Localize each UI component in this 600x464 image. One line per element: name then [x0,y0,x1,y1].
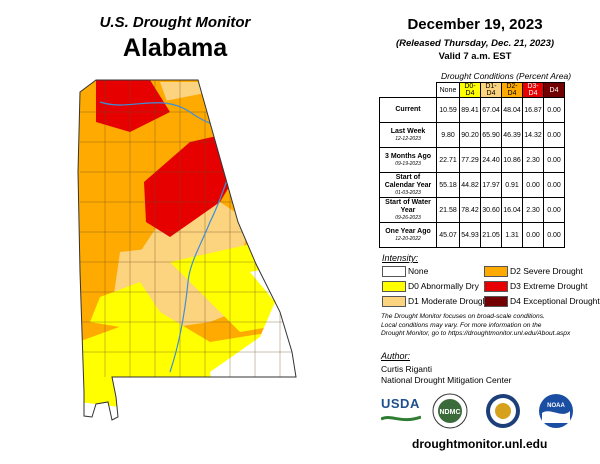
table-row: Start of Water Year 09-26-2023 21.58 78.4… [379,197,565,223]
cell: 1.31 [501,222,523,248]
map-title: U.S. Drought Monitor [99,14,251,31]
cell: 44.82 [459,172,481,198]
legend-label: D4 Exceptional Drought [510,296,600,306]
river [99,101,241,373]
cell: 9.80 [436,122,460,148]
ndmc-logo: NDMC [432,393,468,429]
cell: 0.00 [543,97,565,123]
cell: 22.71 [436,147,460,173]
cell: 54.93 [459,222,481,248]
d3-area-northwest [96,80,170,132]
cell: 0.00 [522,222,544,248]
release-date: (Released Thursday, Dec. 21, 2023) [395,38,555,49]
cell: 30.60 [480,197,502,223]
state-name: Alabama [122,34,228,62]
legend-swatch-d3 [484,281,508,292]
site-url[interactable]: droughtmonitor.unl.edu [412,437,548,451]
info-note: The Drought Monitor focuses on broad-sca… [381,313,596,339]
row-label: One Year Ago 12-20-2022 [379,222,437,248]
cell: 45.07 [436,222,460,248]
col-d1-d4: D1-D4 [480,82,502,98]
cell: 2.30 [522,197,544,223]
cell: 0.00 [543,197,565,223]
legend-label: D2 Severe Drought [510,266,583,276]
row-label: Last Week 12-12-2023 [379,122,437,148]
cell: 0.00 [543,222,565,248]
report-date: December 19, 2023 [407,16,543,33]
table-header-row: None D0-D4 D1-D4 D2-D4 D3-D4 D4 [380,82,565,98]
cell: 78.42 [459,197,481,223]
legend-swatch-d2 [484,266,508,277]
col-d2-d4: D2-D4 [501,82,523,98]
table-row: Last Week 12-12-2023 9.80 90.20 65.90 46.… [379,122,565,148]
cell: 0.00 [543,147,565,173]
legend-label: D0 Abnormally Dry [408,281,479,291]
cell: 90.20 [459,122,481,148]
ndmc-logo-text: NDMC [440,409,461,416]
conditions-caption: Drought Conditions (Percent Area) [440,71,572,81]
author-name: Curtis Riganti [381,364,433,374]
table-row: Current 10.59 89.41 67.04 48.04 16.87 0.… [379,97,565,123]
legend-swatch-d1 [382,296,406,307]
cell: 0.91 [501,172,523,198]
d0-area-west [90,282,160,327]
cell: 55.18 [436,172,460,198]
cell: 24.40 [480,147,502,173]
cell: 10.86 [501,147,523,173]
valid-time: Valid 7 a.m. EST [438,51,512,62]
none-area-coast [80,402,120,420]
cell: 10.59 [436,97,460,123]
cell: 16.04 [501,197,523,223]
cell: 48.04 [501,97,523,123]
table-corner [380,83,437,98]
col-d3-d4: D3-D4 [522,82,544,98]
cell: 77.29 [459,147,481,173]
cell: 0.00 [543,122,565,148]
legend-title: Intensity: [382,253,419,263]
author-title: Author: [381,351,411,361]
legend-label: D3 Extreme Drought [510,281,588,291]
state-outline [77,79,297,421]
county-lines [80,80,296,377]
cell: 46.39 [501,122,523,148]
cell: 21.58 [436,197,460,223]
usda-wave-icon [380,415,422,422]
cell: 16.87 [522,97,544,123]
table-row: 3 Months Ago 09-19-2023 22.71 77.29 24.40… [379,147,565,173]
cell: 0.00 [522,172,544,198]
table-row: One Year Ago 12-20-2022 45.07 54.93 21.05… [379,222,565,248]
info-note-line: Local conditions may vary. For more info… [381,321,542,329]
cell: 21.05 [480,222,502,248]
cell: 65.90 [480,122,502,148]
conditions-table: None D0-D4 D1-D4 D2-D4 D3-D4 D4 Current … [379,82,565,248]
info-note-line: The Drought Monitor focuses on broad-sca… [381,313,545,320]
info-note-line: Drought Monitor, go to https://droughtmo… [381,330,571,337]
legend-swatch-d4 [484,296,508,307]
row-label: Start of Calendar Year 01-03-2023 [379,172,437,198]
col-none: None [436,82,460,98]
cell: 14.32 [522,122,544,148]
author-org: National Drought Mitigation Center [381,375,512,385]
col-d4: D4 [543,82,565,98]
row-label: 3 Months Ago 09-19-2023 [379,147,437,173]
alabama-drought-map [77,79,297,421]
cell: 17.97 [480,172,502,198]
legend-label: None [408,266,429,276]
doc-seal-logo [486,394,520,428]
cell: 2.30 [522,147,544,173]
row-label: Start of Water Year 09-26-2023 [379,197,437,223]
cell: 67.04 [480,97,502,123]
noaa-logo-text: NOAA [547,403,565,409]
legend-label: D1 Moderate Drought [408,296,490,306]
cell: 0.00 [543,172,565,198]
legend-swatch-d0 [382,281,406,292]
legend-swatch-none [382,266,406,277]
col-d0-d4: D0-D4 [459,82,481,98]
usda-logo-text: USDA [381,396,420,411]
cell: 89.41 [459,97,481,123]
table-row: Start of Calendar Year 01-03-2023 55.18 4… [379,172,565,198]
usda-logo: USDA [380,396,422,426]
noaa-logo: NOAA [539,394,573,428]
row-label: Current [379,97,437,123]
